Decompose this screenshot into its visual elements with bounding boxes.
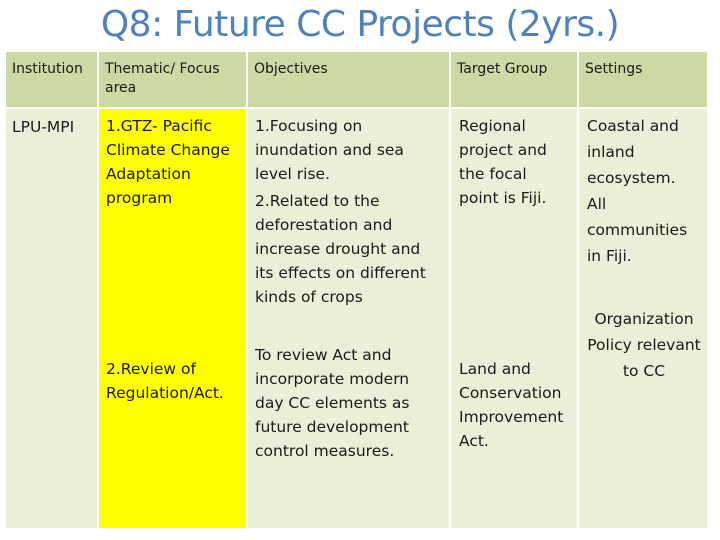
header-target-label: Target Group (457, 61, 548, 77)
target-item-2: Land and Conservation Improvement Act. (459, 360, 564, 450)
thematic-item-2: 2.Review of Regulation/Act. (106, 360, 224, 402)
settings-item-1: Coastal and inland ecosystem. All commun… (587, 117, 688, 265)
objective-item-1: 1.Focusing on inundation and sea level r… (255, 117, 404, 183)
settings-item-2: Organization Policy relevant to CC (587, 310, 701, 380)
header-objectives: Objectives (248, 52, 449, 107)
institution-value: LPU-MPI (12, 118, 75, 136)
header-thematic: Thematic/ Focus area (99, 52, 246, 107)
cell-objectives (248, 109, 449, 528)
target-item-1: Regional project and the focal point is … (459, 117, 547, 207)
cell-target (451, 109, 577, 528)
objective-item-1b: 2.Related to the deforestation and incre… (255, 192, 426, 306)
slide-title: Q8: Future CC Projects (2yrs.) (100, 4, 620, 45)
header-thematic-label: Thematic/ Focus area (105, 61, 220, 96)
header-objectives-label: Objectives (254, 61, 328, 77)
objective-item-2: To review Act and incorporate modern day… (255, 346, 410, 460)
header-target: Target Group (451, 52, 577, 107)
cell-settings (579, 109, 707, 528)
cell-thematic (99, 109, 246, 528)
header-institution-label: Institution (12, 61, 83, 77)
thematic-item-1: 1.GTZ- Pacific Climate Change Adaptation… (106, 117, 230, 207)
header-settings: Settings (579, 52, 707, 107)
cell-institution: LPU-MPI (6, 109, 97, 528)
header-institution: Institution (6, 52, 97, 107)
header-settings-label: Settings (585, 61, 643, 77)
